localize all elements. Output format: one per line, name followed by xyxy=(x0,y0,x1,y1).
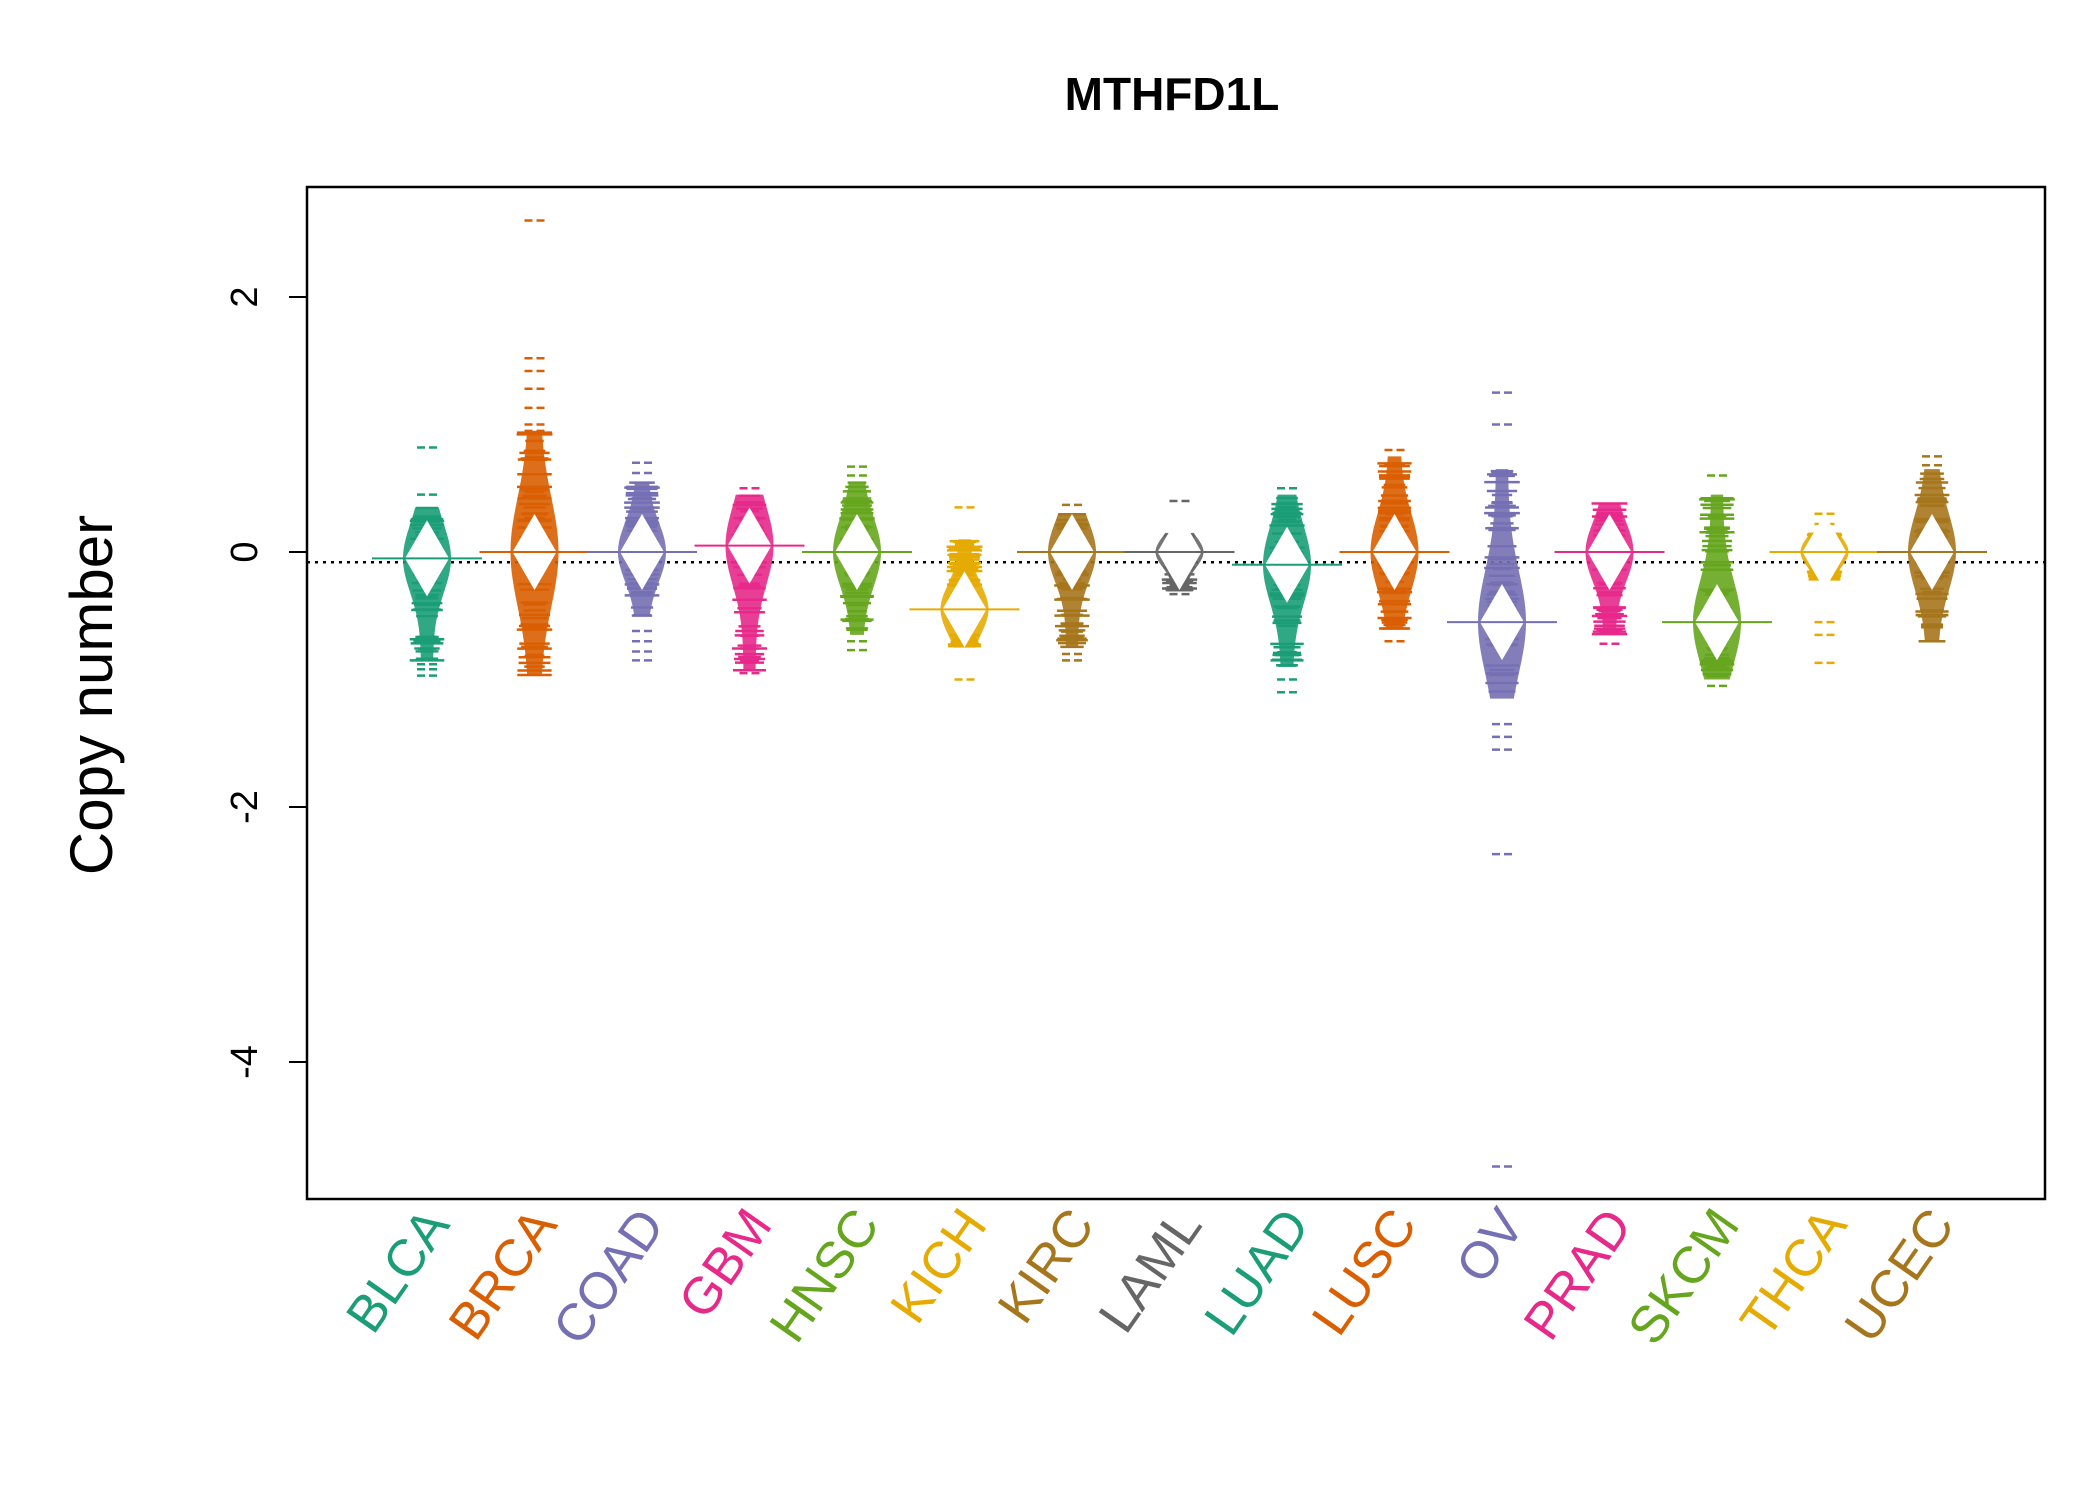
bean-lusc xyxy=(1339,448,1450,643)
bean-brca xyxy=(479,219,590,677)
bean-thca xyxy=(1769,512,1880,665)
x-label-lusc: LUSC xyxy=(1301,1199,1428,1346)
plot-area xyxy=(307,219,2045,1168)
bean-blca xyxy=(372,446,482,677)
x-label-skcm: SKCM xyxy=(1617,1199,1751,1355)
bean-ucec xyxy=(1877,455,1987,643)
x-label-blca: BLCA xyxy=(335,1198,461,1343)
bean-ov xyxy=(1447,391,1557,1168)
y-tick-label: -4 xyxy=(224,1045,266,1079)
x-label-hnsc: HNSC xyxy=(759,1199,891,1353)
x-label-laml: LAML xyxy=(1088,1199,1213,1344)
bean-coad xyxy=(587,461,697,662)
y-tick-label: 0 xyxy=(224,541,266,562)
x-label-ov: OV xyxy=(1445,1198,1536,1293)
plot-frame xyxy=(305,185,2047,1201)
bean-skcm xyxy=(1662,474,1772,688)
y-tick-label: -2 xyxy=(224,790,266,824)
y-tick-label: 2 xyxy=(224,286,266,307)
bean-gbm xyxy=(694,487,805,675)
bean-kich xyxy=(909,506,1020,681)
x-label-luad: LUAD xyxy=(1194,1199,1321,1346)
y-axis: 2 0 -2 -4 xyxy=(224,286,308,1079)
bean-laml xyxy=(1124,499,1235,596)
chart-title: MTHFD1L xyxy=(1065,68,1280,120)
x-label-coad: COAD xyxy=(542,1199,676,1355)
bean-kirc xyxy=(1017,503,1127,662)
bean-hnsc xyxy=(802,465,912,652)
bean-luad xyxy=(1232,487,1342,694)
y-axis-label: Copy number xyxy=(58,515,125,875)
x-label-ucec: UCEC xyxy=(1834,1199,1966,1353)
x-label-kirc: KIRC xyxy=(987,1199,1106,1334)
x-label-thca: THCA xyxy=(1730,1198,1859,1347)
x-label-kich: KICH xyxy=(880,1199,999,1334)
bean-prad xyxy=(1554,502,1665,646)
